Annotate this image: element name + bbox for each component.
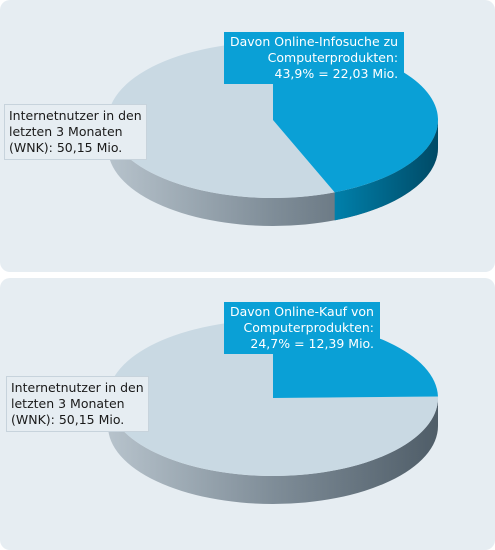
slice-label-highlight-2: Davon Online-Kauf von Computerprodukten:… — [224, 302, 380, 354]
pie-side-wall — [108, 398, 438, 504]
chart-panel-1: Davon Online-Infosuche zu Computerproduk… — [0, 0, 495, 272]
chart-panel-2: Davon Online-Kauf von Computerprodukten:… — [0, 278, 495, 550]
slice-label-base-1: Internetnutzer in den letzten 3 Monaten … — [4, 104, 147, 160]
pie-side-wall-highlight — [334, 120, 438, 221]
pie-slice-base — [108, 320, 439, 476]
slice-label-highlight-1: Davon Online-Infosuche zu Computerproduk… — [224, 32, 405, 84]
slice-label-base-2: Internetnutzer in den letzten 3 Monaten … — [6, 376, 149, 432]
pie-slice-base — [108, 42, 335, 198]
